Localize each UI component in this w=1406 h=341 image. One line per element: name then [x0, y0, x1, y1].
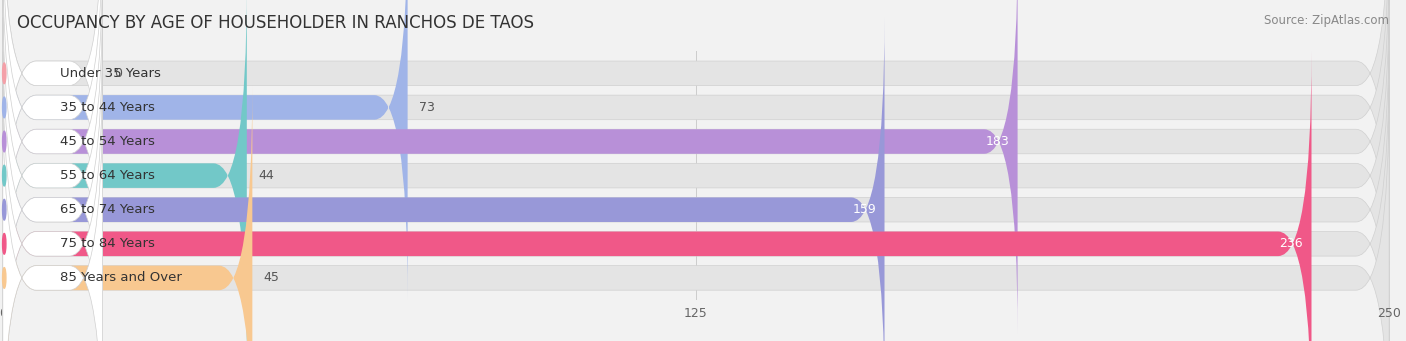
FancyBboxPatch shape [3, 17, 1389, 341]
Circle shape [3, 63, 6, 84]
FancyBboxPatch shape [3, 0, 1389, 341]
Text: Under 35 Years: Under 35 Years [60, 67, 162, 80]
FancyBboxPatch shape [3, 0, 103, 266]
Text: 35 to 44 Years: 35 to 44 Years [60, 101, 155, 114]
Text: Source: ZipAtlas.com: Source: ZipAtlas.com [1264, 14, 1389, 27]
FancyBboxPatch shape [3, 51, 1389, 341]
FancyBboxPatch shape [3, 0, 103, 334]
Circle shape [3, 199, 6, 220]
FancyBboxPatch shape [3, 17, 103, 341]
FancyBboxPatch shape [3, 0, 408, 300]
Text: 236: 236 [1279, 237, 1303, 250]
Circle shape [3, 97, 6, 118]
FancyBboxPatch shape [3, 0, 1018, 334]
Text: 55 to 64 Years: 55 to 64 Years [60, 169, 155, 182]
FancyBboxPatch shape [3, 17, 884, 341]
Circle shape [3, 131, 6, 152]
Text: 45 to 54 Years: 45 to 54 Years [60, 135, 155, 148]
FancyBboxPatch shape [3, 51, 103, 341]
Circle shape [3, 165, 6, 186]
Text: 45: 45 [263, 271, 280, 284]
FancyBboxPatch shape [3, 0, 247, 341]
Circle shape [3, 268, 6, 288]
FancyBboxPatch shape [3, 86, 1389, 341]
Text: 73: 73 [419, 101, 434, 114]
Text: 183: 183 [986, 135, 1010, 148]
FancyBboxPatch shape [3, 0, 103, 300]
Text: 85 Years and Over: 85 Years and Over [60, 271, 183, 284]
FancyBboxPatch shape [3, 86, 252, 341]
FancyBboxPatch shape [3, 86, 103, 341]
Text: OCCUPANCY BY AGE OF HOUSEHOLDER IN RANCHOS DE TAOS: OCCUPANCY BY AGE OF HOUSEHOLDER IN RANCH… [17, 14, 534, 32]
Text: 75 to 84 Years: 75 to 84 Years [60, 237, 155, 250]
FancyBboxPatch shape [3, 0, 103, 341]
FancyBboxPatch shape [3, 0, 1389, 300]
FancyBboxPatch shape [3, 0, 1389, 334]
Text: 0: 0 [114, 67, 122, 80]
Text: 159: 159 [852, 203, 876, 216]
FancyBboxPatch shape [3, 51, 1312, 341]
Text: 44: 44 [257, 169, 274, 182]
Text: 65 to 74 Years: 65 to 74 Years [60, 203, 155, 216]
FancyBboxPatch shape [3, 0, 1389, 266]
Circle shape [3, 234, 6, 254]
